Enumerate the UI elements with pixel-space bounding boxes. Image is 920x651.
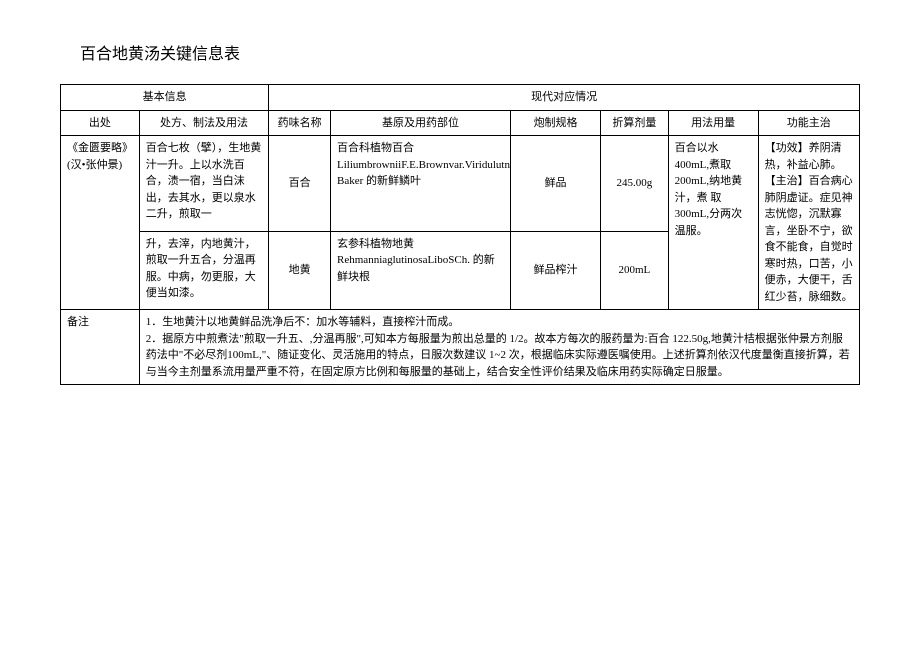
header-recipe: 处方、制法及用法: [139, 110, 268, 136]
header-origin: 基原及用药部位: [331, 110, 511, 136]
header-basic-info: 基本信息: [61, 85, 269, 111]
cell-drug-2: 地黄: [269, 231, 331, 309]
cell-origin-2: 玄参科植物地黄 RehmanniaglutinosaLiboSCh. 的新鲜块根: [331, 231, 511, 309]
table-header-row-1: 基本信息 现代对应情况: [61, 85, 860, 111]
header-indication: 功能主治: [758, 110, 859, 136]
cell-notes-label: 备注: [61, 310, 140, 385]
cell-recipe-1: 百合七枚（擘），生地黄汁一升。上以水洗百合，渍一宿，当白沫出，去其水，更以泉水二…: [139, 136, 268, 232]
header-prep: 炮制规格: [511, 110, 601, 136]
cell-dose-2: 200mL: [601, 231, 669, 309]
page-title: 百合地黄汤关键信息表: [80, 40, 860, 64]
cell-notes-text: 1．生地黄汁以地黄鲜品洗净后不：加水等辅料，直接榨汁而成。 2．据原方中煎煮法"…: [139, 310, 859, 385]
header-drug-name: 药味名称: [269, 110, 331, 136]
cell-indication: 【功效】养阴清热，补益心肺。 【主治】百合病心肺阴虚证。症见神志恍惚，沉默寡言，…: [758, 136, 859, 310]
header-modern-info: 现代对应情况: [269, 85, 860, 111]
cell-dose-1: 245.00g: [601, 136, 669, 232]
info-table: 基本信息 现代对应情况 出处 处方、制法及用法 药味名称 基原及用药部位 炮制规…: [60, 84, 860, 385]
header-dose: 折算剂量: [601, 110, 669, 136]
cell-drug-1: 百合: [269, 136, 331, 232]
cell-prep-1: 鲜品: [511, 136, 601, 232]
table-notes-row: 备注 1．生地黄汁以地黄鲜品洗净后不：加水等辅料，直接榨汁而成。 2．据原方中煎…: [61, 310, 860, 385]
cell-usage: 百合以水400mL,煮取200mL,纳地黄汁，煮 取300mL,分两次温服。: [668, 136, 758, 310]
table-header-row-2: 出处 处方、制法及用法 药味名称 基原及用药部位 炮制规格 折算剂量 用法用量 …: [61, 110, 860, 136]
cell-recipe-2: 升，去滓，内地黄汁，煎取一升五合，分温再服。中病，勿更服，大便当如漆。: [139, 231, 268, 309]
header-source: 出处: [61, 110, 140, 136]
cell-origin-1: 百合科植物百合 LiliumbrowniiF.E.Brownvar.Viridu…: [331, 136, 511, 232]
cell-source: 《金匮要略》(汉•张仲景): [61, 136, 140, 310]
header-usage: 用法用量: [668, 110, 758, 136]
cell-prep-2: 鲜品榨汁: [511, 231, 601, 309]
table-row: 《金匮要略》(汉•张仲景) 百合七枚（擘），生地黄汁一升。上以水洗百合，渍一宿，…: [61, 136, 860, 232]
